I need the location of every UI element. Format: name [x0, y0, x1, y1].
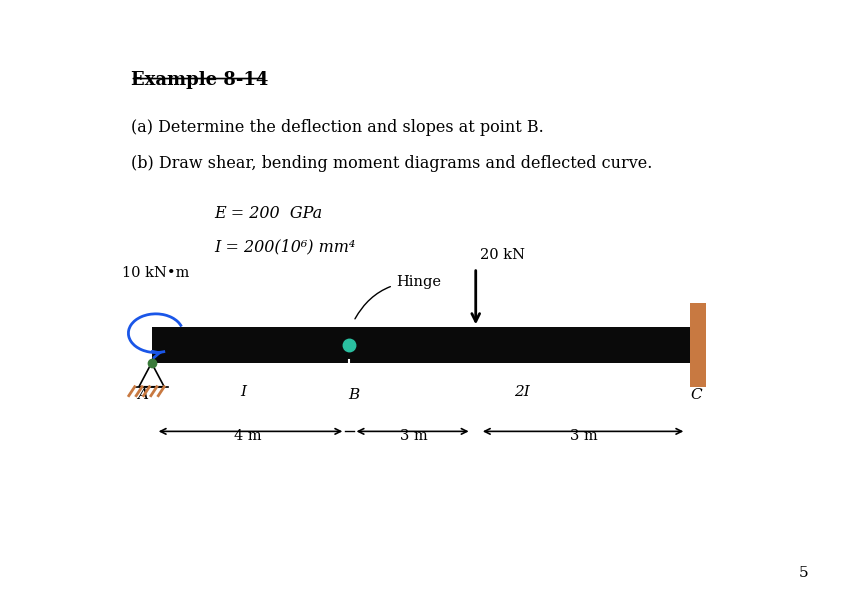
Text: 2I: 2I: [514, 385, 530, 399]
Text: 3 m: 3 m: [400, 430, 428, 443]
FancyBboxPatch shape: [690, 303, 706, 387]
Text: (b) Draw shear, bending moment diagrams and deflected curve.: (b) Draw shear, bending moment diagrams …: [131, 155, 652, 172]
Text: 5: 5: [799, 566, 808, 580]
Text: A: A: [137, 388, 148, 402]
Text: Hinge: Hinge: [355, 275, 440, 319]
FancyBboxPatch shape: [152, 327, 690, 363]
Text: (a) Determine the deflection and slopes at point B.: (a) Determine the deflection and slopes …: [131, 119, 543, 136]
Text: 10 kN•m: 10 kN•m: [122, 266, 189, 280]
Text: Example 8-14: Example 8-14: [131, 71, 268, 89]
Text: I = 200(10⁶) mm⁴: I = 200(10⁶) mm⁴: [215, 238, 356, 255]
Text: B: B: [349, 388, 360, 402]
Text: 3 m: 3 m: [570, 430, 598, 443]
Text: 4 m: 4 m: [233, 430, 261, 443]
Text: E = 200  GPa: E = 200 GPa: [215, 205, 322, 223]
Text: C: C: [690, 388, 702, 402]
Text: 20 kN: 20 kN: [480, 248, 525, 262]
Text: I: I: [240, 385, 246, 399]
